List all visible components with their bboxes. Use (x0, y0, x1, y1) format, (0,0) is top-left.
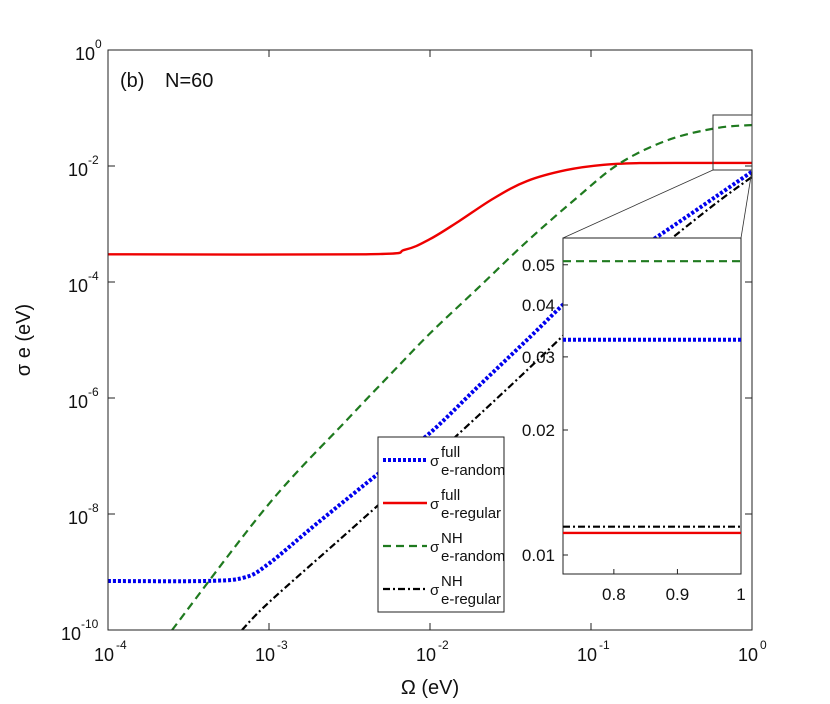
y-tick-label: 10 (75, 44, 95, 64)
inset-y-tick-label: 0.04 (522, 296, 555, 315)
y-tick-label: 10 (68, 276, 88, 296)
legend-sub: e-regular (441, 591, 501, 608)
x-tick-label: 10 (94, 645, 114, 665)
y-tick-label: 10 (68, 160, 88, 180)
x-tick-exponent: 0 (760, 638, 767, 652)
y-tick-label: 10 (61, 624, 81, 644)
inset-x-tick-label: 0.8 (602, 585, 626, 604)
legend-sub: e-random (441, 548, 505, 565)
legend-sup: NH (441, 530, 463, 547)
legend: σfulle-randomσfulle-regularσNHe-randomσN… (377, 436, 505, 613)
y-axis-label: σ e (eV) (13, 304, 35, 376)
legend-box (377, 436, 505, 613)
legend-sup: full (441, 444, 460, 461)
x-tick-label: 10 (255, 645, 275, 665)
inset-y-tick-label: 0.05 (522, 256, 555, 275)
inset-tick-group: 0.8 0.9 1 0.01 0.02 0.03 0.04 0.05 (522, 256, 746, 604)
x-tick-exponent: -3 (277, 638, 288, 652)
y-tick-exponent: -2 (88, 153, 99, 167)
legend-sup: NH (441, 573, 463, 590)
x-tick-exponent: -2 (438, 638, 449, 652)
series-line-nh-e-random (171, 123, 752, 630)
inset-y-tick-label: 0.01 (522, 546, 555, 565)
zoom-box (562, 114, 753, 239)
y-tick-exponent: -6 (88, 385, 99, 399)
y-tick-exponent: 0 (95, 37, 102, 51)
legend-symbol: σ (430, 539, 440, 556)
inset-series-group (563, 260, 741, 535)
inset-x-tick-label: 1 (736, 585, 745, 604)
panel-label: (b) (120, 70, 144, 92)
zoom-rectangle (712, 114, 753, 171)
y-tick-exponent: -8 (88, 501, 99, 515)
inset-y-tick-label: 0.03 (522, 348, 555, 367)
inset-x-tick-label: 0.9 (666, 585, 690, 604)
x-tick-label: 10 (416, 645, 436, 665)
inset-frame (562, 237, 742, 575)
x-axis-label: Ω (eV) (401, 677, 459, 699)
x-tick-exponent: -4 (116, 638, 127, 652)
x-tick-label: 10 (738, 645, 758, 665)
plot-frame (107, 49, 753, 631)
y-tick-label: 10 (68, 508, 88, 528)
legend-sub: e-regular (441, 505, 501, 522)
zoom-connector-left (562, 169, 714, 239)
series-line-full-e-random (108, 169, 752, 584)
legend-sup: full (441, 487, 460, 504)
series-line-full-e-regular (108, 161, 752, 256)
x-tick-label: 10 (577, 645, 597, 665)
zoom-connector-right (740, 169, 753, 239)
y-tick-label: 10 (68, 392, 88, 412)
legend-symbol: σ (430, 582, 440, 599)
annotation-n: N=60 (165, 70, 213, 92)
inset: 0.8 0.9 1 0.01 0.02 0.03 0.04 0.05 (522, 237, 746, 604)
inset-y-tick-label: 0.02 (522, 421, 555, 440)
legend-symbol: σ (430, 453, 440, 470)
y-tick-exponent: -4 (88, 269, 99, 283)
x-tick-exponent: -1 (599, 638, 610, 652)
legend-items: σfulle-randomσfulle-regularσNHe-randomσN… (383, 444, 505, 608)
legend-sub: e-random (441, 462, 505, 479)
legend-symbol: σ (430, 496, 440, 513)
y-tick-exponent: -10 (81, 617, 99, 631)
